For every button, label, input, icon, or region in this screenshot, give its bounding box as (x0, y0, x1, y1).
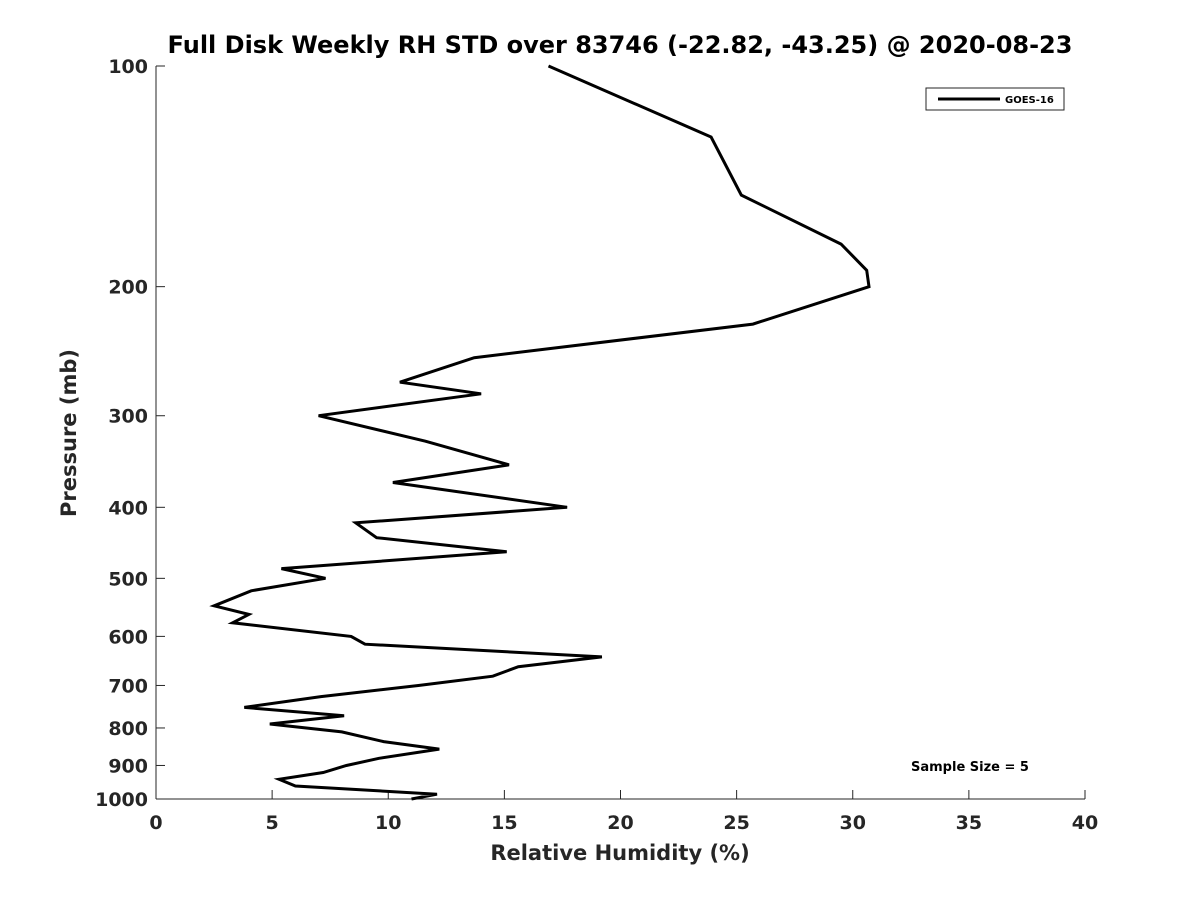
x-tick-label: 35 (956, 812, 982, 834)
x-tick-label: 30 (840, 812, 866, 834)
x-tick-label: 25 (723, 812, 749, 834)
x-tick-label: 10 (375, 812, 401, 834)
y-tick-label: 900 (108, 755, 148, 777)
y-tick-label: 100 (108, 56, 148, 78)
legend: GOES-16 (925, 87, 1065, 111)
y-tick-label: 500 (108, 568, 148, 590)
y-tick-label: 1000 (95, 789, 148, 811)
sample-size-annotation: Sample Size = 5 (911, 760, 1029, 775)
series-line-goes-16 (209, 64, 871, 801)
x-axis-ticks: 0 5 10 15 20 25 30 35 40 (149, 790, 1098, 834)
x-tick-label: 5 (266, 812, 279, 834)
y-tick-label: 600 (108, 626, 148, 648)
x-tick-label: 15 (491, 812, 517, 834)
y-tick-label: 700 (108, 675, 148, 697)
axes: 0 5 10 15 20 25 30 35 40 100 200 300 400 500 600 700 80… (95, 56, 1098, 834)
x-tick-label: 20 (607, 812, 633, 834)
y-tick-label: 300 (108, 406, 148, 428)
y-axis-label: Pressure (mb) (57, 349, 81, 517)
x-tick-label: 0 (149, 812, 162, 834)
x-axis-label: Relative Humidity (%) (490, 841, 749, 865)
x-tick-label: 40 (1072, 812, 1098, 834)
data-series (209, 64, 871, 801)
y-axis-ticks: 100 200 300 400 500 600 700 800 900 1000 (95, 56, 165, 811)
legend-entry-goes-16: GOES-16 (1005, 95, 1054, 106)
chart-title: Full Disk Weekly RH STD over 83746 (-22.… (168, 31, 1073, 59)
y-tick-label: 400 (108, 497, 148, 519)
y-tick-label: 800 (108, 718, 148, 740)
y-tick-label: 200 (108, 277, 148, 299)
